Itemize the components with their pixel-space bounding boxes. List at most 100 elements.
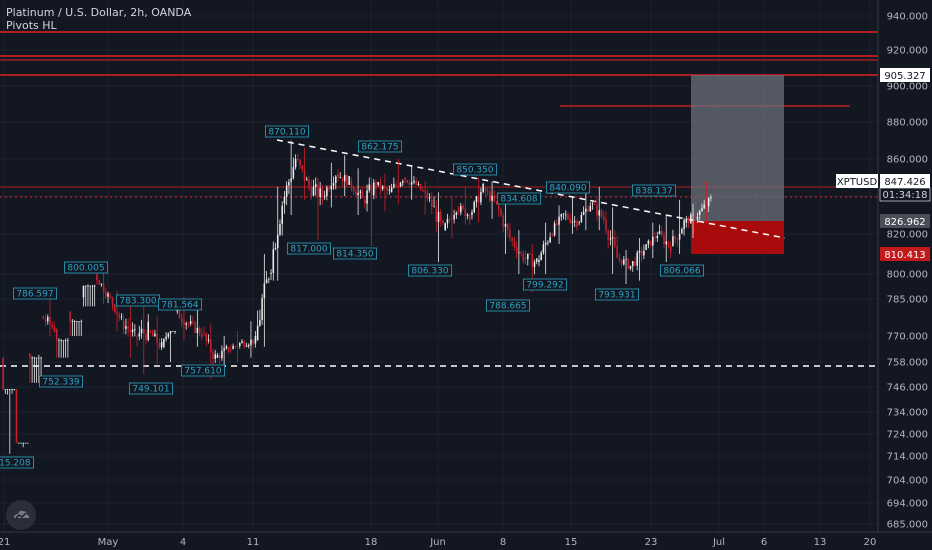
- pivot-label-box: [64, 261, 109, 274]
- candle-body: [149, 331, 152, 332]
- candle-body: [522, 253, 525, 262]
- candle-body: [337, 173, 339, 178]
- candle-body: [49, 316, 51, 325]
- candle-body: [669, 245, 672, 252]
- descending-trendline[interactable]: [276, 139, 786, 239]
- candle-body: [678, 233, 681, 240]
- time-tick-label: 23: [645, 537, 658, 548]
- candle-body: [395, 184, 397, 186]
- candle-body: [623, 259, 625, 265]
- pivot-label: 715.208: [0, 459, 31, 469]
- candle-body: [259, 319, 261, 326]
- candle-body: [319, 188, 321, 198]
- candle-body: [33, 357, 36, 359]
- stop-price-tag: 810.413: [884, 250, 925, 261]
- pivot-label-box: [407, 264, 452, 277]
- candle-body: [158, 343, 161, 348]
- candle-body: [236, 346, 239, 347]
- time-tick-label: 8: [500, 537, 506, 548]
- price-tick-label: 940.000: [887, 12, 928, 23]
- candle-body: [466, 214, 469, 217]
- candle-body: [538, 260, 540, 262]
- position-target-zone[interactable]: [691, 75, 784, 221]
- indicator-label[interactable]: Pivots HL: [6, 19, 57, 32]
- time-tick-label: 15: [565, 537, 578, 548]
- candle-body: [573, 221, 576, 223]
- candle-body: [426, 192, 429, 199]
- pivot-label: 786.597: [16, 290, 53, 300]
- pivot-label: 752.339: [42, 378, 79, 388]
- candle-body: [707, 198, 710, 207]
- candle-body: [26, 442, 29, 444]
- candle-body: [111, 297, 114, 305]
- candle-body: [51, 324, 54, 328]
- candle-body: [180, 318, 183, 322]
- candle-body: [40, 357, 42, 359]
- candle-body: [553, 223, 556, 236]
- price-tags: 905.327 XPTUSD 847.426 01:34:18 826.962 …: [836, 68, 931, 261]
- candle-body: [203, 333, 205, 335]
- candle-body: [493, 195, 496, 201]
- pivot-label-box: [523, 278, 568, 291]
- symbol-tag: XPTUSD: [837, 177, 878, 188]
- tradingview-logo[interactable]: [6, 500, 36, 530]
- pivot-label-box: [39, 375, 84, 388]
- candle-body: [527, 253, 529, 260]
- pivot-label: 862.175: [361, 143, 398, 153]
- candle-body: [42, 316, 45, 319]
- candle-body: [73, 321, 76, 322]
- candle-body: [393, 184, 395, 188]
- candle-body: [109, 295, 112, 298]
- chart-title[interactable]: Platinum / U.S. Dollar, 2h, OANDA: [6, 6, 192, 19]
- candle-body: [636, 252, 638, 266]
- candle-body: [439, 211, 442, 221]
- candle-body: [698, 211, 701, 215]
- candle-body: [254, 336, 257, 344]
- candle-body: [151, 331, 154, 337]
- candle-body: [11, 389, 13, 390]
- candle-body: [401, 181, 404, 183]
- candle-body: [187, 323, 190, 325]
- price-axis[interactable]: 940.000920.000900.000880.000860.000840.0…: [887, 12, 928, 531]
- position-stop-zone[interactable]: [691, 221, 784, 254]
- symbol-tag-bg: [836, 174, 878, 188]
- candle-body: [214, 354, 217, 359]
- candle-body: [431, 199, 433, 207]
- candle-body: [629, 265, 632, 269]
- last-price-tag-bg: [880, 174, 930, 188]
- candle-body: [290, 178, 292, 182]
- time-axis[interactable]: 21 May 4 11 18 Jun 8 15 23 Jul 6 13 20: [0, 537, 876, 548]
- candle-body: [91, 285, 94, 287]
- price-tick-label: 734.000: [887, 408, 928, 419]
- candle-body: [665, 241, 668, 245]
- candle-body: [312, 186, 315, 196]
- pivot-label-box: [157, 298, 202, 311]
- price-axis-bg[interactable]: [878, 0, 932, 532]
- candle-body: [484, 188, 487, 192]
- candle-body: [58, 340, 60, 342]
- price-tick-label: 820.000: [887, 230, 928, 241]
- candle-body: [205, 333, 208, 341]
- candle-body: [551, 234, 554, 236]
- pivot-label: 834.608: [500, 195, 537, 205]
- candle-body: [268, 278, 270, 280]
- candle-body: [221, 350, 223, 359]
- candle-body: [515, 246, 518, 253]
- candle-body: [502, 215, 505, 227]
- candle-body: [76, 321, 78, 322]
- candle-body: [705, 204, 708, 207]
- candle-body: [428, 197, 431, 199]
- target-price-tag: 905.327: [884, 71, 925, 82]
- price-tick-label: 714.000: [887, 452, 928, 463]
- candle-body: [518, 252, 520, 254]
- candle-body: [263, 283, 266, 299]
- candle-body: [524, 258, 527, 260]
- candle-body: [82, 285, 85, 298]
- long-position-tool[interactable]: [691, 75, 784, 254]
- candle-body: [172, 331, 174, 332]
- candle-body: [234, 345, 237, 347]
- candle-body: [241, 341, 243, 344]
- candle-body: [540, 252, 542, 261]
- candle-body: [424, 191, 426, 193]
